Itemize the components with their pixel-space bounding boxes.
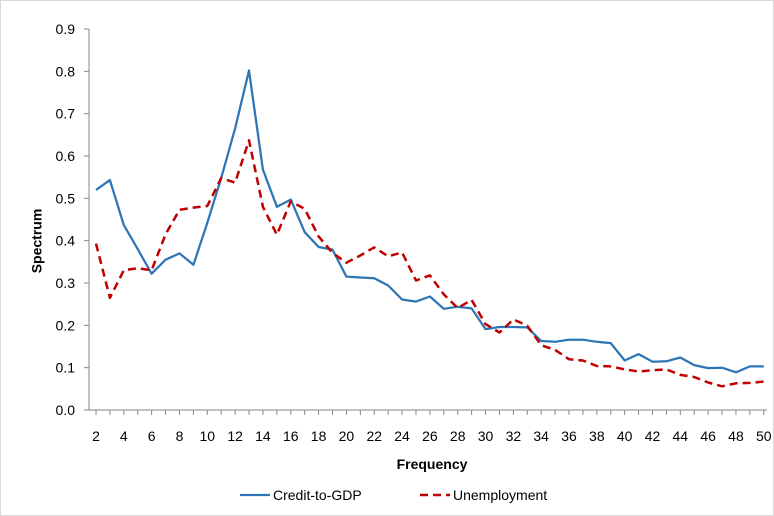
x-tick-label: 34 <box>533 428 549 444</box>
x-tick-label: 40 <box>617 428 633 444</box>
legend-label: Credit-to-GDP <box>273 487 362 503</box>
series-line-credit-to-gdp <box>95 69 764 374</box>
x-tick-label: 10 <box>200 428 216 444</box>
y-tick-label: 0.8 <box>56 63 76 79</box>
y-tick-label: 0.7 <box>56 106 76 122</box>
y-tick-label: 0.1 <box>56 360 76 376</box>
x-tick-label: 36 <box>561 428 577 444</box>
legend: Credit-to-GDP Unemployment <box>240 487 547 503</box>
y-tick-label: 0.0 <box>56 402 76 418</box>
y-tick-label: 0.6 <box>56 148 76 164</box>
y-tick-label: 0.5 <box>56 190 76 206</box>
x-tick-label: 28 <box>450 428 466 444</box>
y-axis-title: Spectrum <box>29 209 45 274</box>
x-ticks-layer: 2 4 6 8 10 12 14 16 18 20 22 24 26 28 30 32 34 36 38 40 42 44… <box>92 410 772 444</box>
x-tick-label: 16 <box>283 428 299 444</box>
series-line-unemployment <box>94 139 764 388</box>
axes-layer <box>88 29 767 411</box>
x-tick-label: 48 <box>728 428 744 444</box>
y-tick-label: 0.3 <box>56 275 76 291</box>
y-tick-label: 0.9 <box>56 21 76 37</box>
x-tick-label: 22 <box>366 428 382 444</box>
x-tick-label: 46 <box>700 428 716 444</box>
x-tick-label: 6 <box>148 428 156 444</box>
series-layer <box>94 69 764 388</box>
x-tick-label: 24 <box>394 428 410 444</box>
x-tick-label: 12 <box>227 428 243 444</box>
x-tick-label: 8 <box>176 428 184 444</box>
x-tick-label: 30 <box>478 428 494 444</box>
x-tick-label: 14 <box>255 428 271 444</box>
x-tick-label: 32 <box>506 428 522 444</box>
x-tick-label: 42 <box>645 428 661 444</box>
x-tick-label: 18 <box>311 428 327 444</box>
legend-label: Unemployment <box>453 487 547 503</box>
x-tick-label: 4 <box>120 428 128 444</box>
x-tick-label: 44 <box>673 428 689 444</box>
x-tick-label: 38 <box>589 428 605 444</box>
x-tick-label: 26 <box>422 428 438 444</box>
x-tick-label: 20 <box>339 428 355 444</box>
x-tick-label: 2 <box>92 428 100 444</box>
y-tick-label: 0.4 <box>56 233 76 249</box>
y-tick-label: 0.2 <box>56 317 76 333</box>
y-ticks-layer: 0.0 0.1 0.2 0.3 0.4 0.5 0.6 0.7 0.8 0.9 <box>56 21 89 418</box>
x-axis-title: Frequency <box>397 456 468 472</box>
x-tick-label: 50 <box>756 428 772 444</box>
